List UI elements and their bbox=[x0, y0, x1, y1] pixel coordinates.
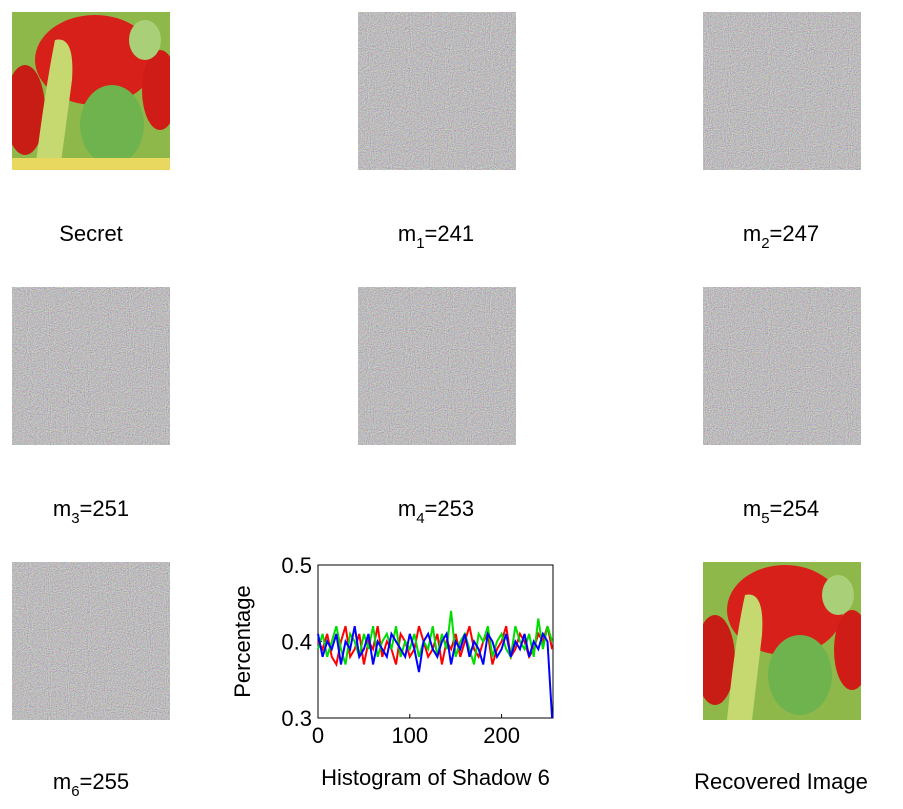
share-image bbox=[703, 287, 861, 445]
secret-image bbox=[5, 12, 178, 170]
share-image bbox=[358, 12, 516, 170]
y-axis-label: Percentage bbox=[230, 585, 255, 698]
y-tick-label: 0.3 bbox=[281, 706, 312, 731]
caption-base: m bbox=[743, 221, 761, 246]
x-tick-label: 200 bbox=[483, 723, 520, 748]
caption-base: m bbox=[53, 769, 71, 794]
share-image bbox=[703, 12, 861, 170]
caption: Secret bbox=[59, 221, 123, 246]
caption-base: m bbox=[53, 496, 71, 521]
caption: m3=251 bbox=[53, 496, 129, 527]
caption-rest: =255 bbox=[80, 769, 130, 794]
caption-sub: 4 bbox=[416, 510, 424, 527]
caption-rest: =247 bbox=[770, 221, 820, 246]
caption: m4=253 bbox=[398, 496, 474, 527]
y-tick-label: 0.5 bbox=[281, 553, 312, 578]
caption-sub: 3 bbox=[71, 510, 79, 527]
recovered-image bbox=[695, 562, 870, 720]
caption-sub: 2 bbox=[761, 235, 769, 252]
y-tick-label: 0.4 bbox=[281, 630, 312, 655]
share-image bbox=[358, 287, 516, 445]
caption-sub: 5 bbox=[761, 510, 769, 527]
caption: m2=247 bbox=[743, 221, 819, 252]
share-image bbox=[12, 562, 170, 720]
caption-sub: 1 bbox=[416, 235, 424, 252]
caption-rest: =251 bbox=[80, 496, 130, 521]
page: Secret Recovered Image m1=241m2=247m3=25… bbox=[0, 0, 903, 809]
caption-base: m bbox=[398, 221, 416, 246]
x-axis-label: Histogram of Shadow 6 bbox=[321, 765, 550, 790]
caption: m6=255 bbox=[53, 769, 129, 800]
figure: Secret Recovered Image m1=241m2=247m3=25… bbox=[0, 0, 903, 809]
share-image bbox=[12, 287, 170, 445]
x-tick-label: 0 bbox=[312, 723, 324, 748]
caption: Recovered Image bbox=[694, 769, 868, 794]
caption: m1=241 bbox=[398, 221, 474, 252]
caption-rest: =254 bbox=[770, 496, 820, 521]
caption: m5=254 bbox=[743, 496, 819, 527]
caption-rest: =241 bbox=[425, 221, 475, 246]
caption-rest: =253 bbox=[425, 496, 475, 521]
caption-sub: 6 bbox=[71, 783, 79, 800]
caption-base: m bbox=[743, 496, 761, 521]
x-tick-label: 100 bbox=[391, 723, 428, 748]
caption-base: m bbox=[398, 496, 416, 521]
